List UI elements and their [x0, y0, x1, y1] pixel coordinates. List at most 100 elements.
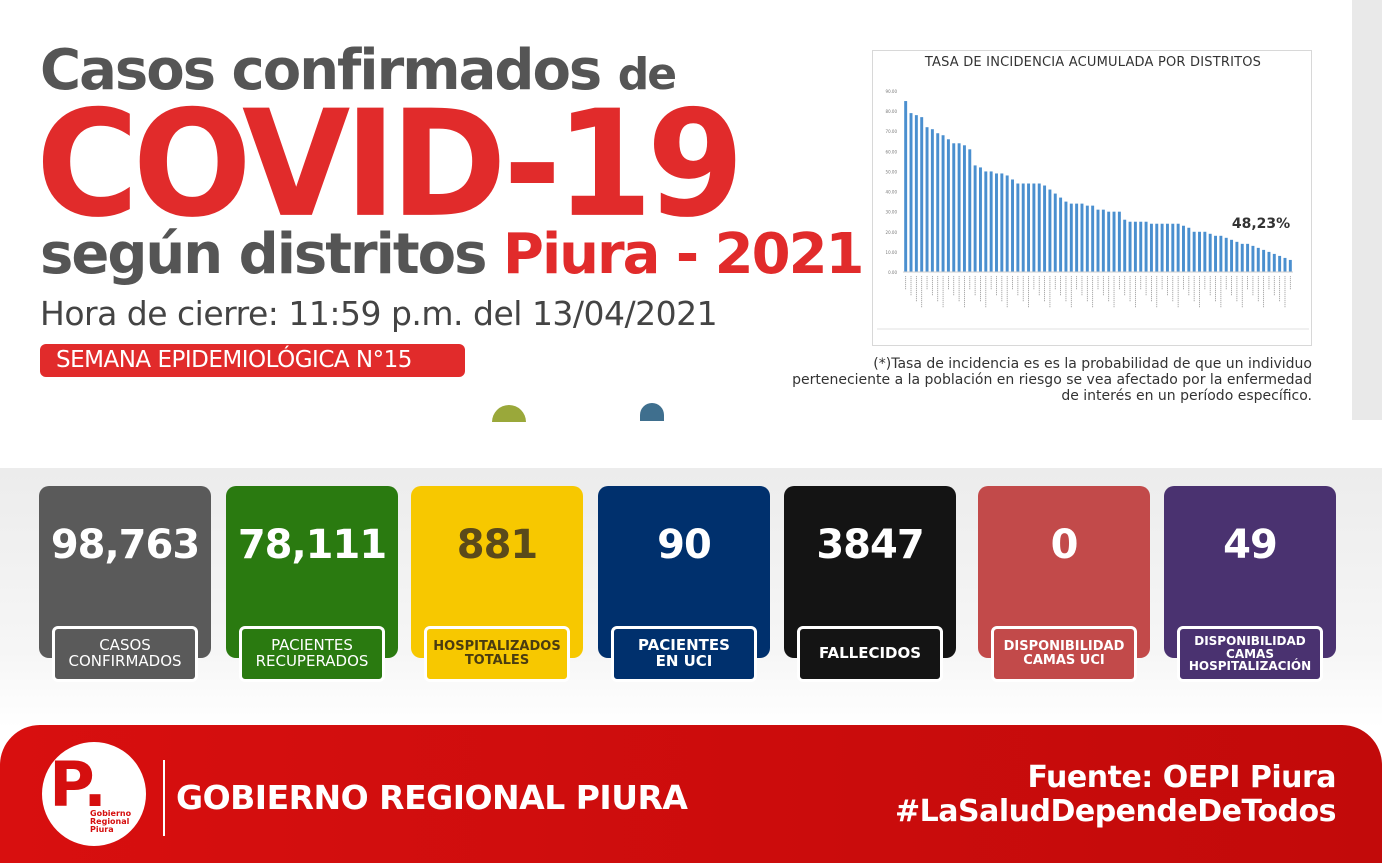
chart-bar: [1000, 173, 1004, 272]
chart-bar: [1192, 231, 1196, 272]
chart-bar: [979, 167, 982, 272]
chart-bar: [925, 127, 929, 272]
chart-bar: [1096, 209, 1100, 272]
chart-bar: [1133, 221, 1137, 272]
stat-value: 98,763: [50, 522, 200, 568]
chart-bar: [968, 149, 972, 272]
stat-label: PACIENTES RECUPERADOS: [239, 626, 385, 682]
chart-bar: [1240, 243, 1244, 272]
stat-value: 3847: [816, 522, 924, 568]
chart-bar: [1128, 221, 1132, 272]
closing-time: Hora de cierre: 11:59 p.m. del 13/04/202…: [40, 294, 718, 333]
stat-card: 49 DISPONIBILIDAD CAMAS HOSPITALIZACIÓN: [1164, 486, 1336, 682]
stat-value: 90: [657, 522, 712, 568]
stat-value: 881: [456, 522, 539, 568]
chart-bar: [1048, 189, 1052, 272]
chart-bar: [1165, 223, 1169, 272]
chart-bar: [989, 171, 993, 272]
source-label: Fuente: OEPI Piura: [1027, 760, 1337, 795]
gobierno-regional-logo: P. Gobierno Regional Piura: [42, 742, 146, 846]
chart-bar: [1080, 203, 1084, 272]
chart-bar: [1256, 247, 1260, 272]
chart-bar: [1053, 193, 1057, 272]
title-line-3: según distritos Piura - 2021: [40, 222, 865, 287]
chart-bar: [1101, 209, 1105, 272]
title-covid: COVID-19: [36, 79, 744, 251]
stat-label: DISPONIBILIDAD CAMAS HOSPITALIZACIÓN: [1177, 626, 1323, 682]
title-region-year: Piura - 2021: [502, 222, 865, 287]
chart-bar: [1283, 257, 1287, 272]
chart-bar: [1144, 221, 1148, 272]
stat-card: 0 DISPONIBILIDAD CAMAS UCI: [978, 486, 1150, 682]
chart-bar: [1246, 243, 1250, 272]
chart-bar: [1117, 211, 1121, 272]
chart-bar: [1037, 183, 1041, 272]
chart-bar: [1123, 219, 1127, 272]
chart-y-tick: 10.00: [886, 250, 898, 255]
chart-bar: [1214, 235, 1218, 272]
title-line-1: Casos confirmados de: [40, 38, 677, 103]
chart-y-tick: 0.00: [888, 270, 897, 275]
stat-card: 78,111 PACIENTES RECUPERADOS: [226, 486, 398, 682]
chart-bar: [1198, 231, 1201, 272]
chart-bar: [1032, 183, 1036, 272]
chart-bar: [1011, 179, 1014, 272]
chart-bar: [962, 145, 966, 272]
chart-bar: [1160, 223, 1164, 272]
chart-bar: [941, 135, 945, 272]
stat-card: 98,763 CASOS CONFIRMADOS: [39, 486, 211, 682]
stat-label: CASOS CONFIRMADOS: [52, 626, 198, 682]
chart-y-tick: 60.00: [886, 149, 898, 154]
chart-bar: [1230, 239, 1234, 272]
incidence-chart: TASA DE INCIDENCIA ACUMULADA POR DISTRIT…: [872, 50, 1312, 346]
chart-bar: [1021, 183, 1025, 272]
chart-bar: [946, 139, 950, 272]
decorative-shape: [640, 403, 664, 421]
chart-y-tick: 50.00: [886, 169, 898, 174]
stat-value: 78,111: [237, 522, 387, 568]
stat-card: 881 HOSPITALIZADOS TOTALES: [411, 486, 583, 682]
chart-bar: [1064, 201, 1068, 272]
chart-bar: [1043, 185, 1047, 272]
decorative-shape: [492, 405, 526, 422]
chart-bar: [1176, 223, 1180, 272]
chart-bar: [1075, 203, 1079, 272]
chart-bar: [1203, 231, 1207, 272]
footer-bar: [0, 725, 1382, 863]
epidemiological-week-badge: SEMANA EPIDEMIOLÓGICA N°15: [40, 344, 465, 377]
stat-label: HOSPITALIZADOS TOTALES: [424, 626, 570, 682]
stat-label: DISPONIBILIDAD CAMAS UCI: [991, 626, 1137, 682]
chart-title: TASA DE INCIDENCIA ACUMULADA POR DISTRIT…: [924, 55, 1262, 70]
chart-bar: [1278, 255, 1282, 272]
chart-bar: [1235, 241, 1239, 272]
chart-bar: [1016, 183, 1020, 272]
chart-bar: [914, 115, 918, 272]
chart-bar: [936, 133, 940, 272]
chart-bar: [904, 101, 908, 272]
chart-bar: [1272, 253, 1276, 272]
title-subtitle: según distritos: [40, 222, 487, 287]
chart-y-tick: 30.00: [886, 210, 898, 215]
title-connector: de: [617, 49, 677, 100]
chart-bar: [1267, 251, 1271, 272]
chart-bar: [930, 129, 934, 272]
logo-text: Gobierno Regional Piura: [90, 809, 132, 834]
chart-bar: [920, 117, 924, 272]
chart-bar: [1059, 197, 1063, 272]
org-name: GOBIERNO REGIONAL PIURA: [176, 778, 688, 817]
stat-value: 49: [1223, 522, 1278, 568]
stat-card: 3847 FALLECIDOS: [784, 486, 956, 682]
chart-bar: [984, 171, 988, 272]
chart-bar: [957, 143, 961, 272]
hashtag: #LaSaludDependeDeTodos: [895, 794, 1337, 829]
chart-bar: [1085, 205, 1089, 272]
title-main: Casos confirmados: [40, 38, 602, 103]
stat-value: 0: [1050, 522, 1079, 568]
stat-card: 90 PACIENTES EN UCI: [598, 486, 770, 682]
stat-label: FALLECIDOS: [797, 626, 943, 682]
chart-bar: [1219, 235, 1223, 272]
chart-bar: [1182, 225, 1185, 272]
chart-bar: [1224, 237, 1228, 272]
chart-bar: [1187, 227, 1191, 272]
chart-bar: [995, 173, 998, 272]
